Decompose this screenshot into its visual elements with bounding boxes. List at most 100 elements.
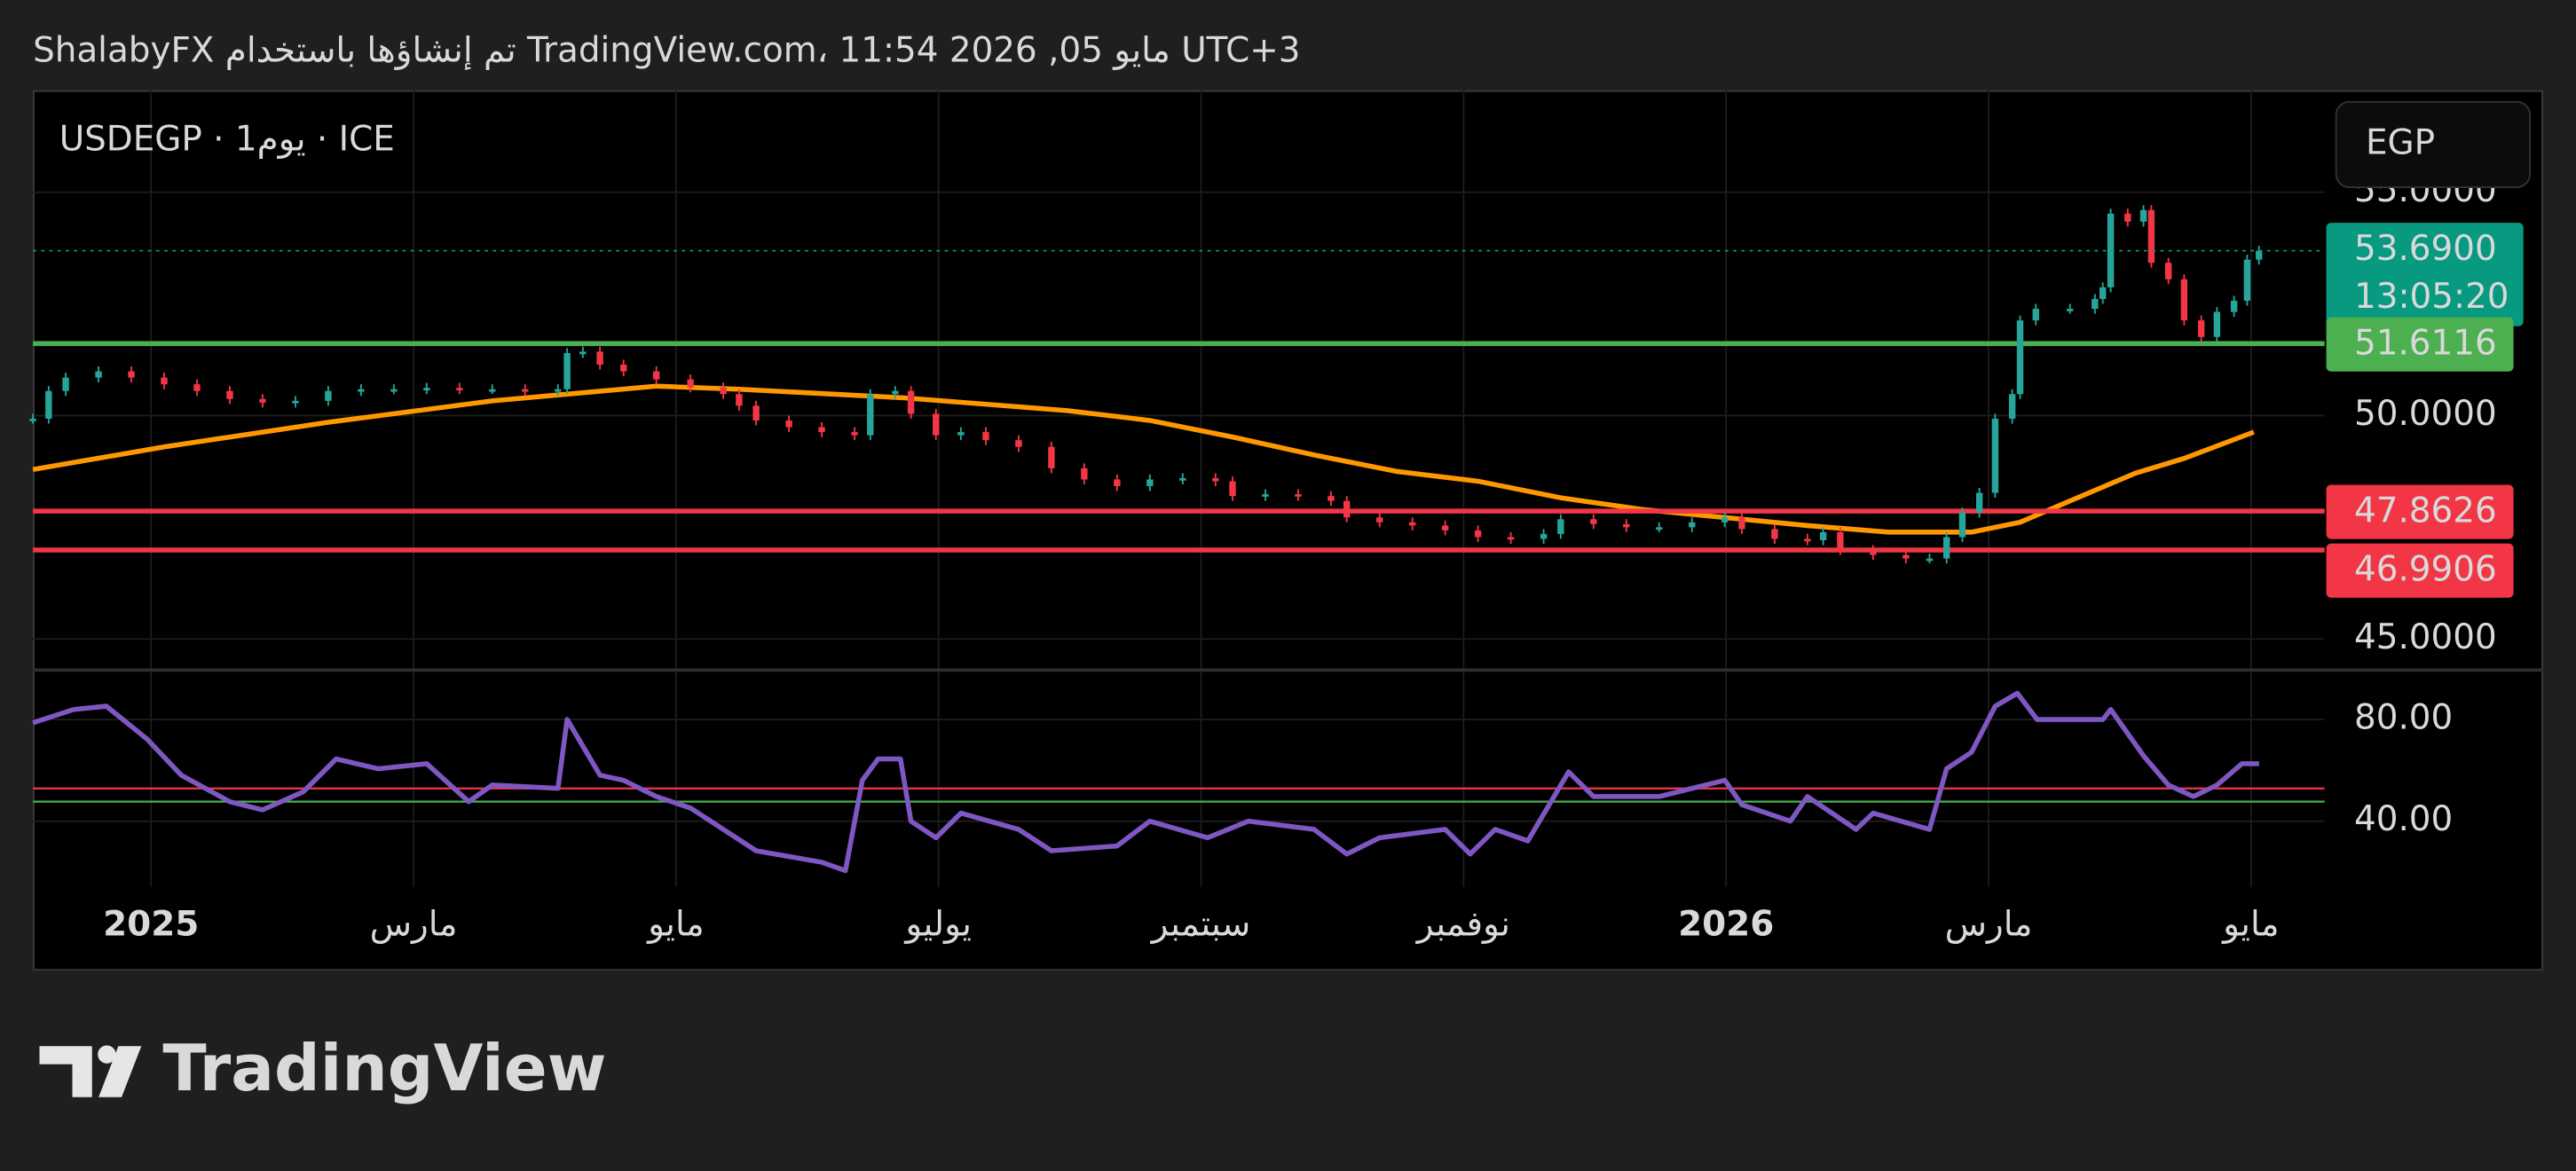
candle [1771,529,1778,539]
candle [128,371,135,378]
candle [1738,517,1745,530]
countdown-label: 13:05:20 [2354,277,2509,317]
candle [1557,519,1564,534]
candle [62,377,69,391]
candle [2256,250,2263,260]
level-badge [2326,317,2514,372]
candle [2180,279,2188,321]
candle [1375,517,1383,523]
logo: TradingView [39,1032,606,1106]
x-tick-label: يوليو [903,905,972,945]
candle [851,432,858,436]
candle [1819,531,1827,540]
candle [193,384,201,391]
candle [907,390,915,414]
candle [1656,527,1663,530]
candle [423,388,430,391]
candle [1327,496,1335,501]
candle [596,351,603,365]
candle [687,379,694,388]
currency-button[interactable]: EGP [2335,100,2532,188]
logo-mark [98,1045,116,1064]
candle [2008,394,2016,419]
candle [2107,213,2115,287]
candle [2230,301,2238,312]
candle [620,365,627,372]
candle [1540,533,1548,539]
candle [1179,477,1186,481]
candle [1081,468,1088,480]
plot-layer [29,90,2325,887]
logo-mark [98,1046,142,1097]
candle [2099,287,2107,300]
candle [2197,320,2205,337]
level-badge [2326,543,2514,598]
candle [259,398,266,403]
candle [1623,523,1630,528]
candle [29,418,36,421]
candle [390,389,398,392]
x-tick-label: مارس [1945,905,2033,945]
candle [325,390,332,401]
candle [2092,299,2099,310]
y-tick-label: 40.00 [2354,799,2453,839]
candle [2164,263,2172,279]
candle [1343,500,1351,518]
candle [1721,517,1729,523]
rsi-line [32,690,2259,874]
candle [933,413,940,436]
currency-label[interactable]: EGP [2366,122,2435,162]
x-tick-label: سبتمبر [1150,905,1251,945]
candle [982,432,989,441]
candle [2147,209,2155,263]
candle [563,352,571,389]
currency-button-box[interactable] [2335,100,2532,188]
candle [1262,494,1269,497]
candle [1229,481,1236,497]
candle [1212,477,1219,482]
candle [1991,418,1999,493]
candle [752,405,760,420]
candle [1902,554,1910,559]
candle [892,390,899,395]
candle [579,351,587,355]
logo-text: TradingView [162,1032,606,1106]
candle [2243,259,2251,302]
candle [785,420,792,428]
y-tick-label: 80.00 [2354,697,2453,737]
candle [2139,209,2147,222]
candle [522,389,529,392]
candle [1048,446,1055,468]
candle [1507,537,1515,540]
candle [1474,530,1482,538]
candle [818,427,825,433]
chart-panel [33,90,2543,971]
level-badge [2326,484,2514,539]
candle [555,389,562,392]
candle [358,389,365,392]
x-tick-label: مايو [2221,905,2280,945]
candle [2124,213,2131,222]
candle [45,390,52,419]
logo-mark [39,1046,92,1097]
candle [1408,522,1416,526]
candle [1146,479,1154,487]
candle [2213,311,2221,337]
x-tick-label: 2026 [1678,905,1774,945]
candle [1926,558,1934,562]
candle [2067,309,2074,311]
y-tick-label: 50.0000 [2354,394,2497,434]
candle [1870,550,1877,555]
level-label: 51.6116 [2354,324,2497,364]
candle [1015,440,1022,447]
candle [1958,512,1966,538]
candle [1114,479,1121,487]
candle [1975,492,1983,513]
candle [957,432,965,436]
x-tick-label: نوفمبر [1415,905,1510,945]
candle [1689,522,1696,528]
x-tick-label: مايو [646,905,705,945]
symbol-legend: USDEGP · 1يوم · ICE [59,120,395,160]
header-text: ShalabyFX تم إنشاؤها باستخدام TradingVie… [33,31,1300,71]
